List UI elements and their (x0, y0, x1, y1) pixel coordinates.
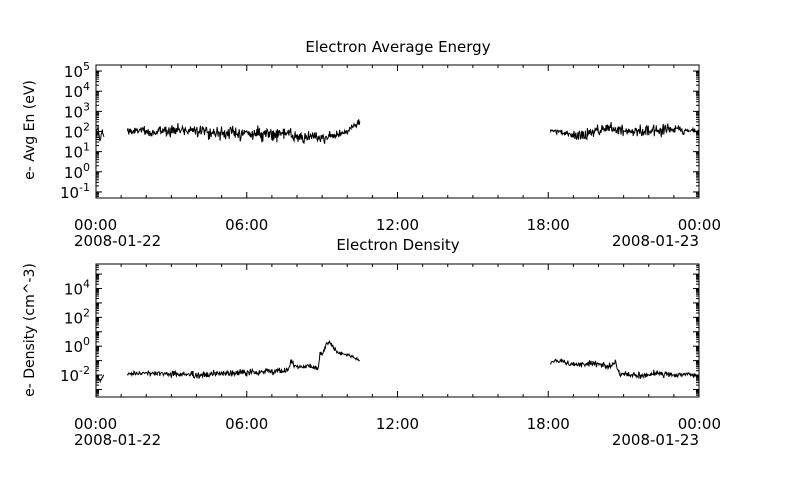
density-series (95, 339, 700, 384)
energy-y-axis-label: e- Avg En (eV) (22, 80, 38, 180)
x-tick-label: 00:00 (74, 216, 117, 234)
x-tick-label: 00:00 (678, 216, 721, 234)
energy-series-1-line (95, 119, 361, 144)
y-tick-label: 101 (64, 141, 90, 162)
density-series-2-line (549, 358, 700, 380)
y-tick-label: 105 (64, 60, 90, 81)
y-tick-label: 104 (64, 278, 90, 299)
y-tick-label: 104 (64, 80, 90, 101)
x-tick-date-label: 2008-01-23 (612, 431, 699, 449)
energy-title: Electron Average Energy (305, 38, 490, 56)
energy-panel: Electron Average Energy 00:002008-01-220… (22, 38, 721, 250)
x-tick-label: 18:00 (527, 216, 570, 234)
x-tick-date-label: 2008-01-22 (74, 431, 161, 449)
energy-series-2-line (549, 121, 700, 141)
y-tick-label: 102 (64, 306, 90, 327)
density-y-axis-label: e- Density (cm^-3) (22, 263, 38, 397)
x-tick-label: 12:00 (376, 216, 419, 234)
x-tick-date-label: 2008-01-23 (612, 232, 699, 250)
y-tick-label: 10-2 (60, 364, 90, 385)
x-tick-label: 12:00 (376, 415, 419, 433)
x-tick-label: 06:00 (225, 415, 268, 433)
x-tick-label: 00:00 (678, 415, 721, 433)
density-y-ticks: 10-2 100 102 104 (60, 263, 699, 398)
x-tick-label: 00:00 (74, 415, 117, 433)
density-plot-frame (95, 263, 700, 398)
x-tick-date-label: 2008-01-22 (74, 232, 161, 250)
energy-series (95, 119, 700, 144)
y-tick-label: 100 (64, 161, 90, 182)
density-series-1-line (95, 339, 360, 384)
x-tick-label: 18:00 (527, 415, 570, 433)
x-tick-label: 06:00 (225, 216, 268, 234)
density-title: Electron Density (336, 236, 459, 254)
y-tick-label: 102 (64, 121, 90, 142)
y-tick-label: 10-1 (60, 181, 90, 202)
y-tick-label: 103 (64, 100, 90, 121)
y-tick-label: 100 (64, 335, 90, 356)
